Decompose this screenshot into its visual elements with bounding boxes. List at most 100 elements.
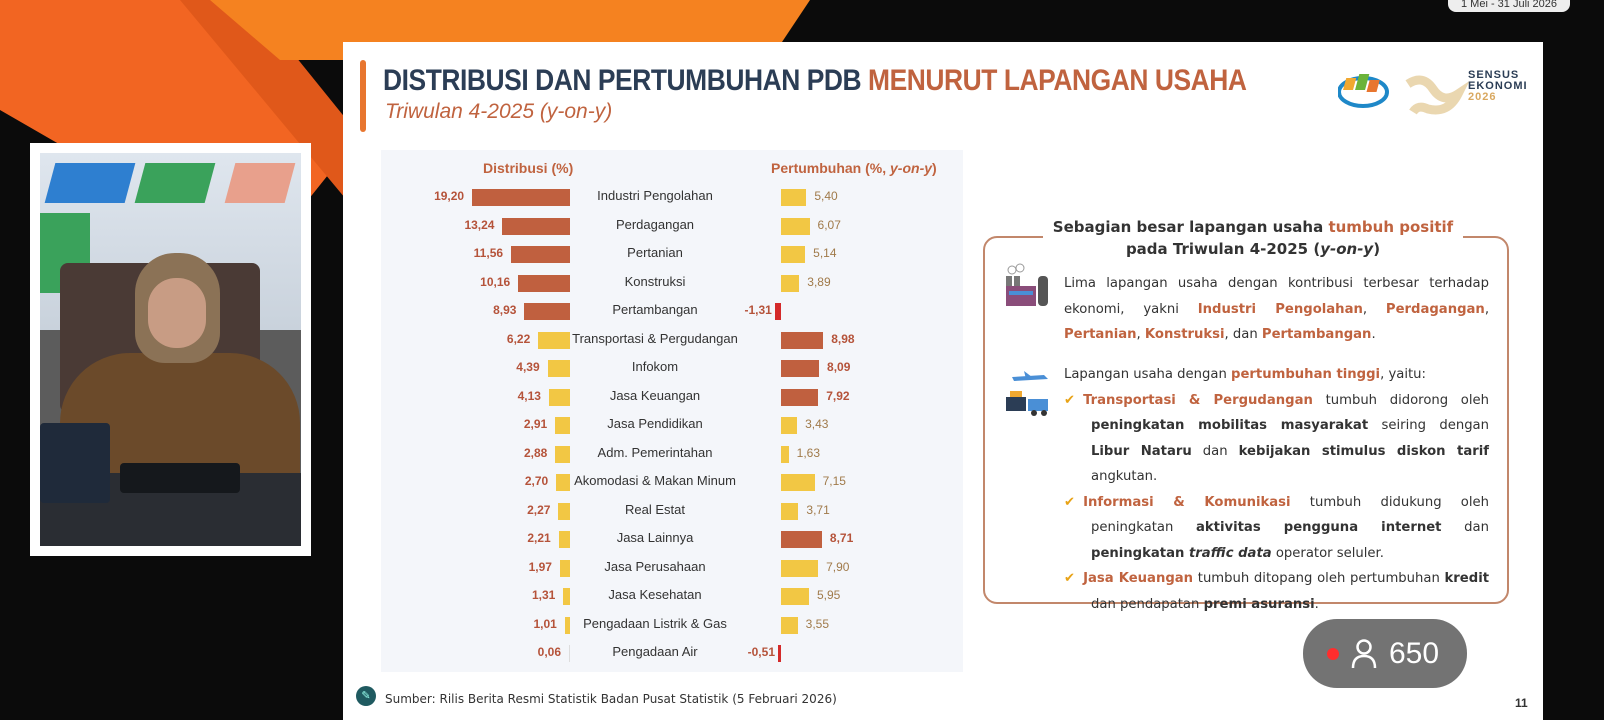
slide-title: DISTRIBUSI DAN PERTUMBUHAN PDB MENURUT L… [383,64,1247,98]
viewer-count: 650 [1389,637,1440,670]
growth-bar [781,531,822,548]
presenter-video[interactable] [30,143,311,556]
t: seiring dengan [1368,418,1490,433]
t: Transportasi & Pergudangan [1083,392,1313,408]
growth-value: 5,14 [813,246,837,260]
distribution-bar [511,246,570,263]
growth-bar [781,445,789,463]
title-accent: MENURUT LAPANGAN USAHA [868,64,1247,97]
distribution-value: 4,13 [517,388,541,403]
growth-value: 8,09 [827,360,851,374]
growth-bar [781,246,806,263]
t: . [1314,596,1319,612]
source-note: Sumber: Rilis Berita Resmi Statistik Bad… [385,692,837,706]
t: kebijakan stimulus diskon tarif [1238,443,1489,459]
distribution-bar [547,360,570,377]
logo-line: 2026 [1468,91,1497,103]
page-number: 11 [1515,696,1528,710]
t: , yaitu: [1380,367,1426,382]
growth-header-text: ) [932,160,937,176]
growth-value: 5,95 [816,588,841,602]
growth-bar [781,274,800,292]
edit-pen-button[interactable]: ✎ [356,686,376,706]
t: kredit [1444,571,1490,586]
growth-value: 3,55 [805,616,830,631]
growth-value: 6,07 [817,217,841,232]
growth-value: -1,31 [744,303,772,317]
category-label: Infokom [631,359,679,374]
chart-row: 11,56 Pertanian 5,14 [343,244,963,264]
live-indicator-icon [1327,648,1339,660]
check-icon: ✔ [1064,494,1076,510]
distribution-bar [563,588,570,605]
title-main: DISTRIBUSI DAN PERTUMBUHAN PDB [383,64,869,97]
distribution-bar [502,217,570,235]
t: tumbuh didukung oleh peningkatan [1091,494,1489,536]
t: Informasi & Komunikasi [1083,494,1291,510]
distribution-bar [518,274,570,292]
category-label: Industri Pengolahan [597,188,713,203]
intro: Lapangan usaha dengan pertumbuhan tinggi… [1064,362,1489,388]
distribution-bar [556,474,570,491]
chart-row: 13,24 Perdagangan 6,07 [343,216,963,236]
distribution-bar [564,616,570,634]
growth-value: 5,40 [814,189,838,203]
category-label: Pertambangan [612,302,698,317]
t: . [1371,327,1376,342]
t: Perdagangan [1385,301,1485,317]
category-label: Jasa Kesehatan [608,587,702,602]
growth-value: 7,90 [826,559,850,574]
t: Pertanian [1064,327,1137,342]
distribution-value: 6,22 [506,331,531,346]
growth-bar [781,189,807,206]
distribution-value: 2,88 [523,445,548,460]
t: dan pendapatan [1091,596,1204,612]
growth-bar [781,502,799,520]
growth-header: Pertumbuhan (%, y-on-y) [771,160,937,176]
t: peningkatan mobilitas masyarakat [1091,418,1369,433]
chart-row: 2,88 Adm. Pemerintahan 1,63 [343,444,963,464]
distribution-bar [548,388,570,406]
heading-text: Sebagian besar lapangan usaha [1052,218,1329,236]
growth-bar [781,388,819,406]
t: peningkatan [1091,545,1189,561]
chart-row: 4,13 Jasa Keuangan 7,92 [343,387,963,407]
logo-text: SENSUS EKONOMI 2026 [1468,70,1528,103]
growth-bar [781,616,798,634]
category-label: Perdagangan [615,216,695,232]
t: operator seluler. [1271,545,1384,561]
distribution-value: 10,16 [480,274,511,289]
t: pertumbuhan tinggi [1231,367,1381,382]
category-label: Akomodasi & Makan Minum [574,473,736,488]
person-icon [1351,639,1377,669]
bullet-infokom: ✔ Informasi & Komunikasi tumbuh didukung … [1064,490,1489,567]
growth-value: 8,98 [831,331,855,346]
t: Pertambangan [1261,327,1372,342]
chart-row: 8,93 Pertambangan -1,31 [343,301,963,321]
distribution-value: 1,31 [531,588,556,602]
distribution-value: 0,06 [537,645,561,659]
distribution-header: Distribusi (%) [483,160,574,176]
growth-value: 3,89 [807,274,831,289]
chart-row: 1,31 Jasa Kesehatan 5,95 [343,586,963,606]
chart-background [381,150,963,672]
growth-header-text: Pertumbuhan (%, [771,160,891,176]
t: tumbuh didorong oleh [1312,392,1489,408]
t: Libur Nataru [1091,443,1192,459]
chart-row: 1,97 Jasa Perusahaan 7,90 [343,558,963,578]
growth-value: 8,71 [829,531,854,545]
growth-bar [781,588,809,605]
presentation-slide: DISTRIBUSI DAN PERTUMBUHAN PDB MENURUT L… [343,42,1543,720]
category-label: Adm. Pemerintahan [597,444,713,460]
distribution-bar [559,559,570,577]
t: Lima lapangan usaha dengan kontribusi te… [1064,276,1489,317]
logo-line: SENSUS [1468,69,1520,81]
growth-bar [781,331,824,349]
category-label: Jasa Keuangan [609,387,701,403]
t: Konstruksi [1144,327,1225,342]
distribution-bar [555,445,570,463]
chart-row: 19,20 Industri Pengolahan 5,40 [343,187,963,207]
slide-subtitle: Triwulan 4-2025 (y-on-y) [385,100,613,123]
distribution-value: 8,93 [493,303,517,317]
paragraph-top-contributors: Lima lapangan usaha dengan kontribusi te… [1064,271,1489,348]
